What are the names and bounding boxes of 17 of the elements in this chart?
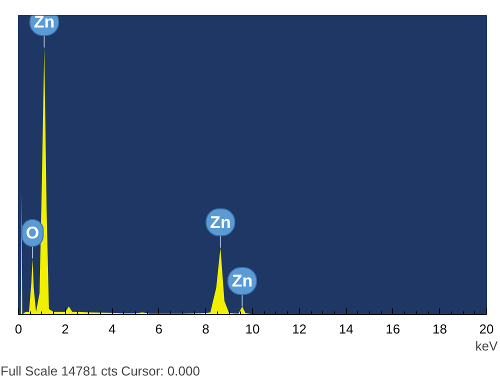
x-tick-label: 18: [432, 322, 447, 336]
annotation: Zn: [34, 12, 55, 32]
x-tick-label: 20: [479, 322, 494, 336]
annotation: Zn: [232, 272, 253, 291]
x-axis-title: keV: [475, 338, 498, 354]
annotation: O: [26, 223, 40, 242]
x-tick-label: 0: [14, 322, 22, 336]
annotation: Zn: [210, 212, 231, 232]
x-tick-label: 2: [62, 322, 69, 336]
x-tick-label: 6: [155, 322, 163, 336]
x-tick-label: 16: [386, 322, 400, 336]
x-tick-label: 14: [338, 322, 354, 336]
x-tick-label: 10: [245, 322, 260, 336]
text: Full Scale 14781 cts Cursor: 0.000: [0, 364, 200, 378]
x-tick-label: 8: [202, 322, 210, 336]
x-tick-label: 4: [108, 322, 116, 336]
x-tick-label: 12: [292, 322, 307, 336]
